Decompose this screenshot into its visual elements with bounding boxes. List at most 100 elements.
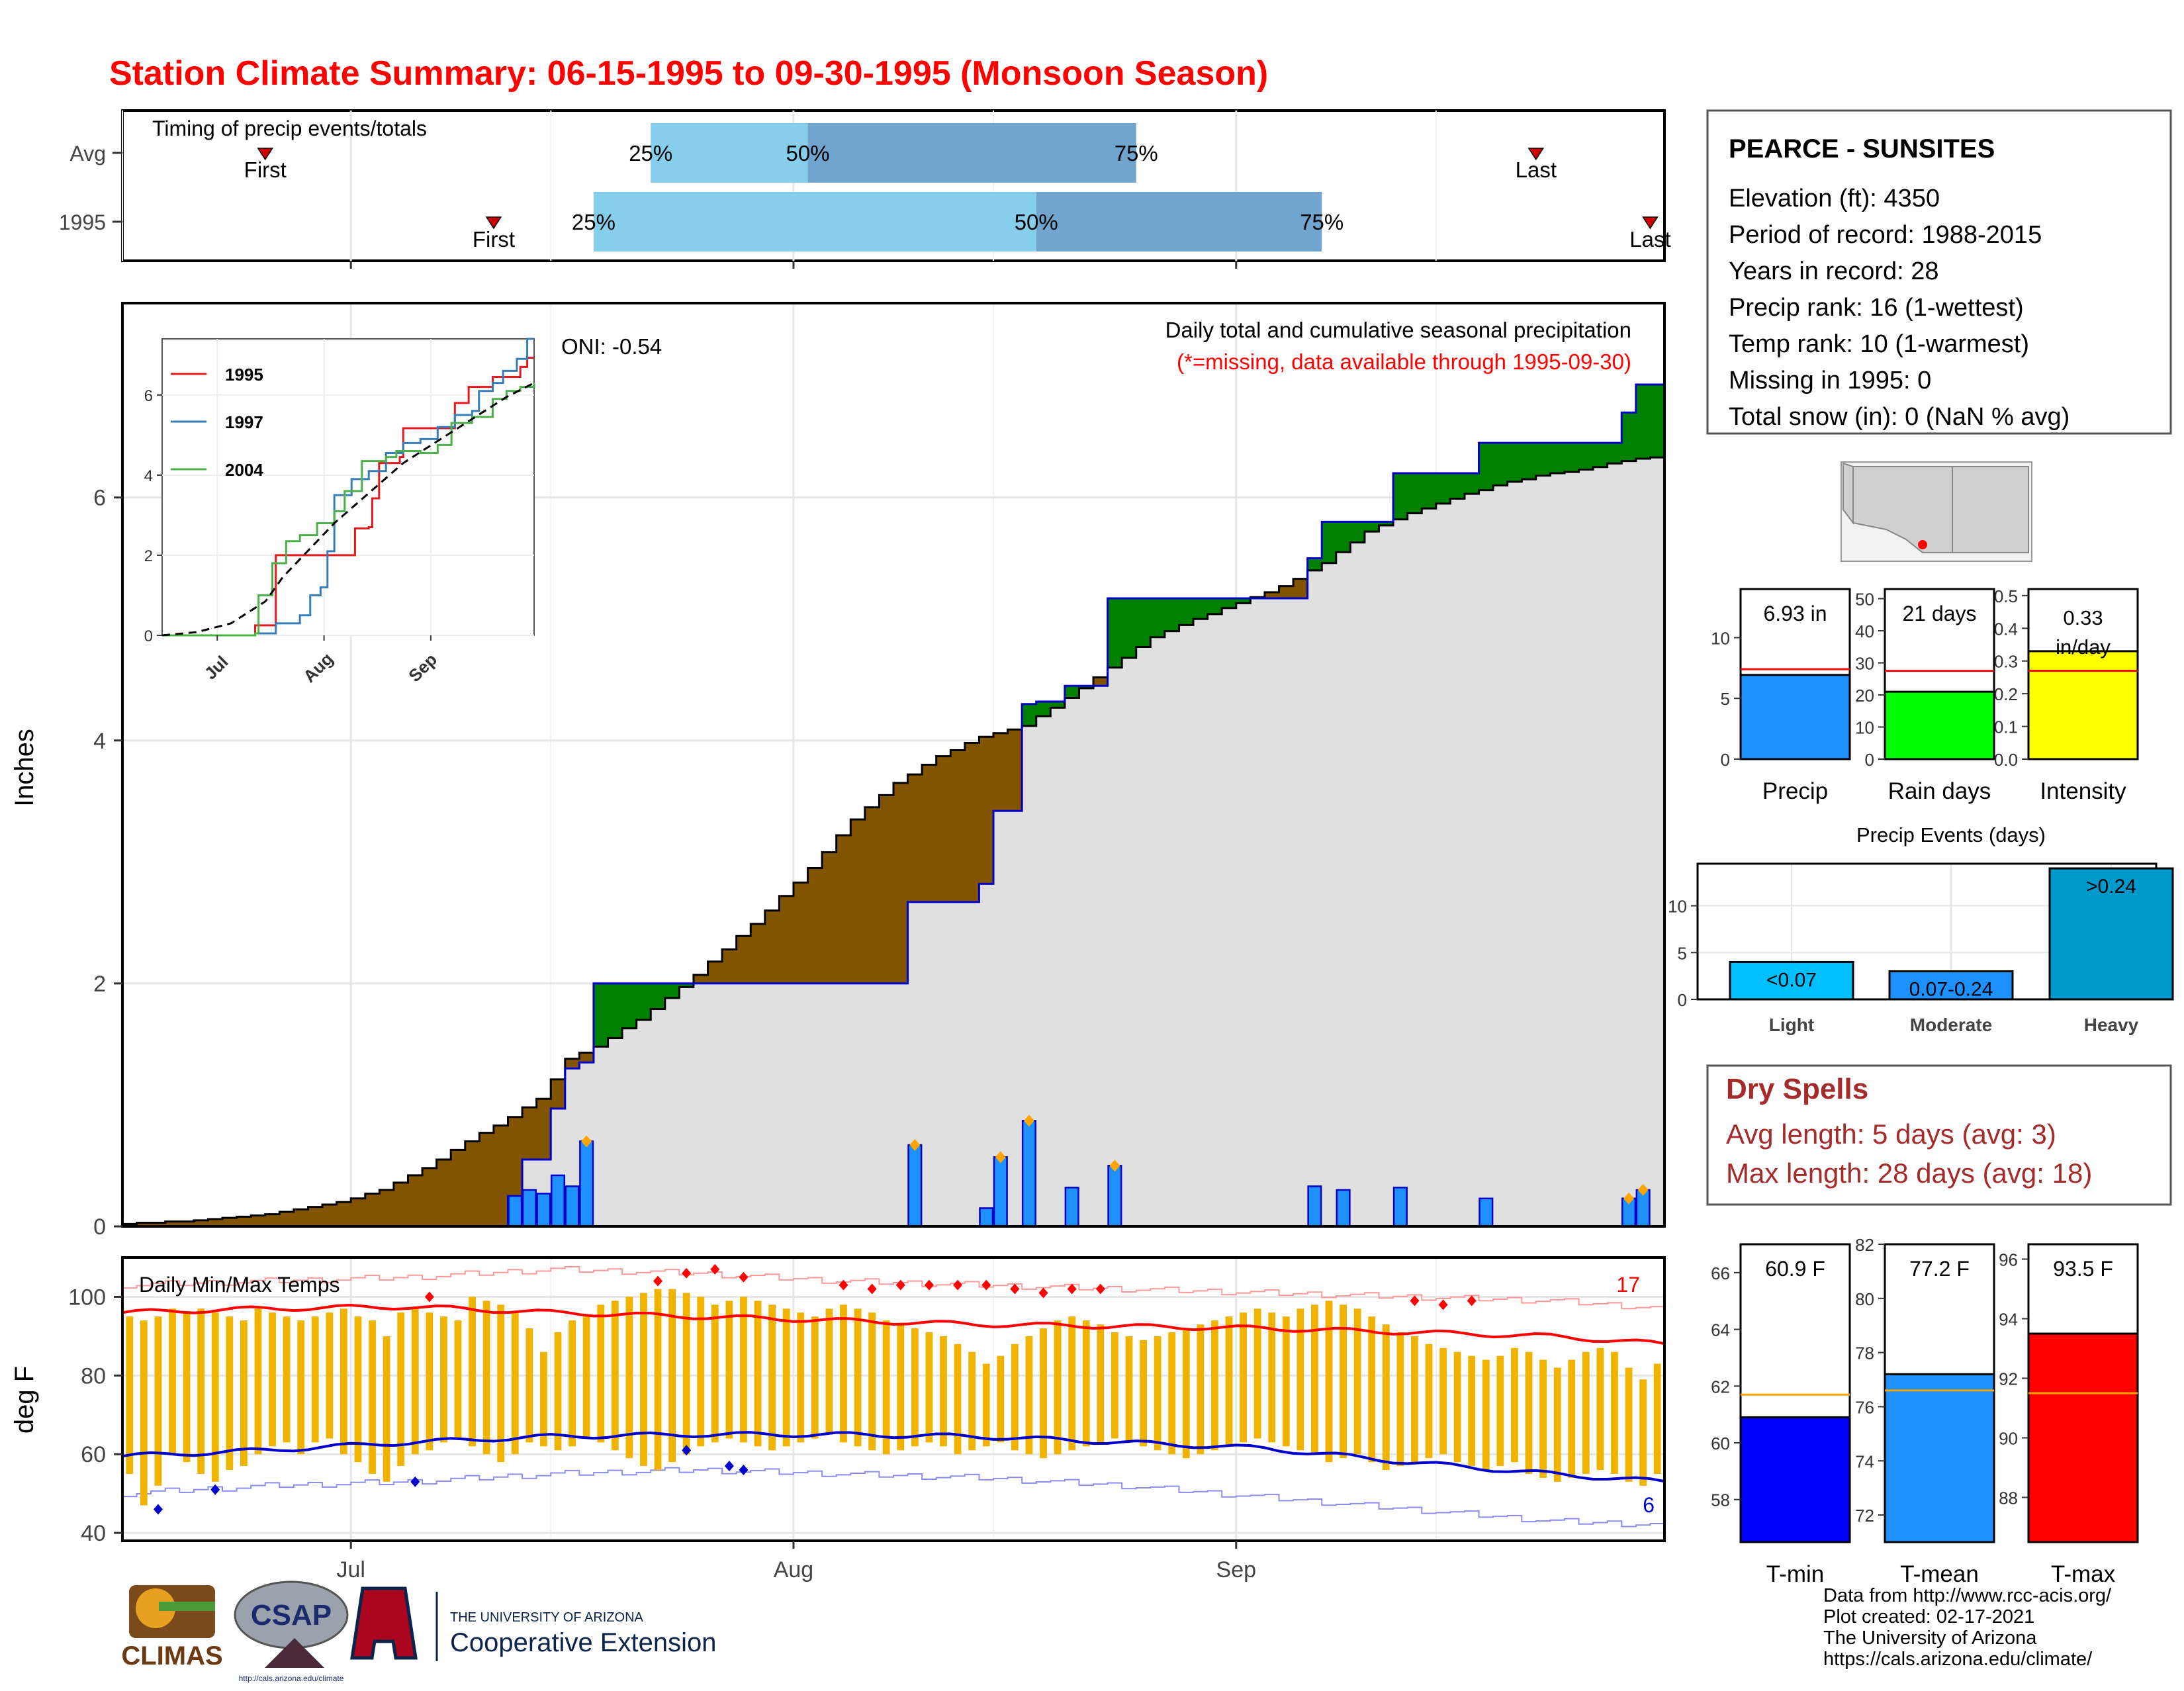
daily-temp-range-bar <box>1197 1324 1205 1455</box>
daily-temp-range-bar <box>1211 1320 1218 1451</box>
precip-panel-frame <box>121 302 1666 1228</box>
temp-summary-0-y-tick-label: 66 <box>1711 1263 1730 1283</box>
avg-q75-label: 75% <box>1115 141 1158 165</box>
daily-temp-range-bar <box>668 1289 676 1463</box>
x-tick-jul: Jul <box>336 1557 365 1582</box>
above-average-area <box>1578 443 1594 470</box>
temp-summary-2-y-tick-label: 94 <box>1999 1310 2018 1330</box>
below-average-area <box>393 1182 409 1226</box>
precip-events-y-tick-label: 0 <box>1678 990 1687 1010</box>
precip-summary-0-y-tick-label: 0 <box>1721 750 1730 770</box>
daily-temp-range-bar <box>1340 1304 1347 1459</box>
temp-summary-0-value-label: 60.9 F <box>1765 1257 1825 1281</box>
below-average-area <box>736 936 751 983</box>
above-average-area <box>1307 558 1322 571</box>
inset-legend-label-2004: 2004 <box>225 460 263 480</box>
timing-panel-title: Timing of precip events/totals <box>152 116 427 140</box>
above-average-area <box>1507 443 1522 482</box>
daily-temp-range-bar <box>497 1304 505 1463</box>
daily-precip-bar <box>522 1189 537 1228</box>
below-average-area <box>222 1218 238 1226</box>
below-average-area <box>208 1218 223 1226</box>
daily-temp-range-bar <box>297 1320 305 1455</box>
above-average-area <box>1179 598 1194 625</box>
below-average-area <box>551 1079 566 1109</box>
above-average-area <box>636 983 651 1020</box>
temp-summary-1-panel: 72 74 76 78 80 82 77.2 F T-mean <box>1855 1235 1995 1587</box>
record-low-marker <box>682 1445 692 1456</box>
daily-temp-range-bar <box>811 1316 819 1439</box>
daily-temp-range-bar <box>240 1320 248 1467</box>
precip-summary-2-y-tick-label: 0.1 <box>1994 717 2018 737</box>
below-average-area <box>807 868 823 983</box>
daily-temp-range-bar <box>911 1328 919 1447</box>
above-average-area <box>1150 598 1165 637</box>
inset-average-line <box>161 382 535 637</box>
precip-summary-1-category-label: Rain days <box>1888 778 1991 804</box>
daily-temp-range-bar <box>582 1316 590 1439</box>
timing-row-label-year: 1995 <box>59 210 106 234</box>
daily-temp-range-bar <box>1511 1348 1518 1463</box>
footer-university: The University of Arizona <box>1823 1627 2037 1649</box>
dry-spells: Dry Spells Avg length: 5 days (avg: 3) M… <box>1706 1064 2172 1206</box>
daily-temp-range-bar <box>1125 1336 1133 1443</box>
below-average-area <box>922 764 937 902</box>
temp-summary-2-y-tick-label: 92 <box>1999 1369 2018 1389</box>
precip-summary-0-panel: 0 5 10 6.93 in Precip <box>1711 588 1851 804</box>
temp-summary-0-y-tick-label: 60 <box>1711 1434 1730 1453</box>
timing-q50-q75-bar <box>1036 192 1322 251</box>
daily-temp-range-bar <box>982 1363 990 1447</box>
precip-daily-bars <box>508 1115 1651 1228</box>
below-average-area <box>822 852 837 983</box>
above-average-area <box>1650 384 1665 458</box>
temp-summary-2-y-tick-label: 96 <box>1999 1250 2018 1270</box>
inset-lines <box>161 338 535 637</box>
above-average-area <box>1621 412 1637 461</box>
precip-events-bar <box>1888 970 2014 1001</box>
daily-temp-range-bar <box>1097 1324 1105 1443</box>
temp-summary-1-bar <box>1884 1373 1995 1543</box>
precip-summary-1-y-tick-label: 40 <box>1855 621 1874 641</box>
below-average-area <box>751 923 766 983</box>
above-average-area <box>1435 473 1451 504</box>
daily-temp-range-bar <box>1111 1332 1118 1439</box>
inset-legend-label-1997: 1997 <box>225 412 263 432</box>
daily-temp-range-bar <box>311 1316 319 1443</box>
station-missing: Missing in 1995: 0 <box>1729 367 1931 394</box>
average-tmin-line <box>122 1431 1665 1483</box>
below-average-area <box>351 1198 366 1226</box>
daily-precip-bar <box>1064 1187 1079 1228</box>
daily-temp-range-bar <box>1253 1308 1261 1439</box>
below-average-area <box>979 737 994 884</box>
above-average-area <box>1550 443 1565 473</box>
daily-temp-range-bar <box>1411 1336 1418 1463</box>
record-high-marker <box>710 1263 720 1275</box>
daily-temp-range-bar <box>854 1308 862 1447</box>
daily-temp-range-bar <box>1653 1363 1661 1474</box>
precip-summary-2-category-label: Intensity <box>2040 778 2126 804</box>
precip-summary-0-category-label: Precip <box>1762 778 1828 804</box>
temp-summary-1-y-tick-label: 72 <box>1855 1506 1874 1526</box>
university-of-arizona-logo: THE UNIVERSITY OF ARIZONA Cooperative Ex… <box>350 1586 716 1661</box>
above-average-area <box>664 983 680 998</box>
above-average-area <box>1107 598 1122 668</box>
year-first-label: First <box>473 227 515 251</box>
precip-summary-2-value-unit: in/day <box>2056 635 2111 659</box>
precip-panel-title: Daily total and cumulative seasonal prec… <box>1165 318 1631 342</box>
below-average-area <box>793 882 809 983</box>
climas-sun-icon <box>136 1588 175 1628</box>
heavy-event-marker <box>581 1135 592 1148</box>
inset-y-tick-label: 4 <box>144 467 153 485</box>
above-average-area <box>1364 522 1380 532</box>
station-location-marker <box>1918 540 1927 549</box>
record-high-marker <box>1410 1295 1420 1306</box>
precip-summary-0-y-tick-label: 10 <box>1711 628 1730 648</box>
below-average-area <box>907 774 923 902</box>
timing-event-marker <box>1527 148 1545 161</box>
inset-series-line <box>162 338 534 637</box>
below-average-area <box>308 1207 323 1226</box>
timing-bars <box>257 123 1659 251</box>
record-high-marker <box>895 1279 905 1291</box>
daily-temp-range-bar <box>369 1320 376 1474</box>
